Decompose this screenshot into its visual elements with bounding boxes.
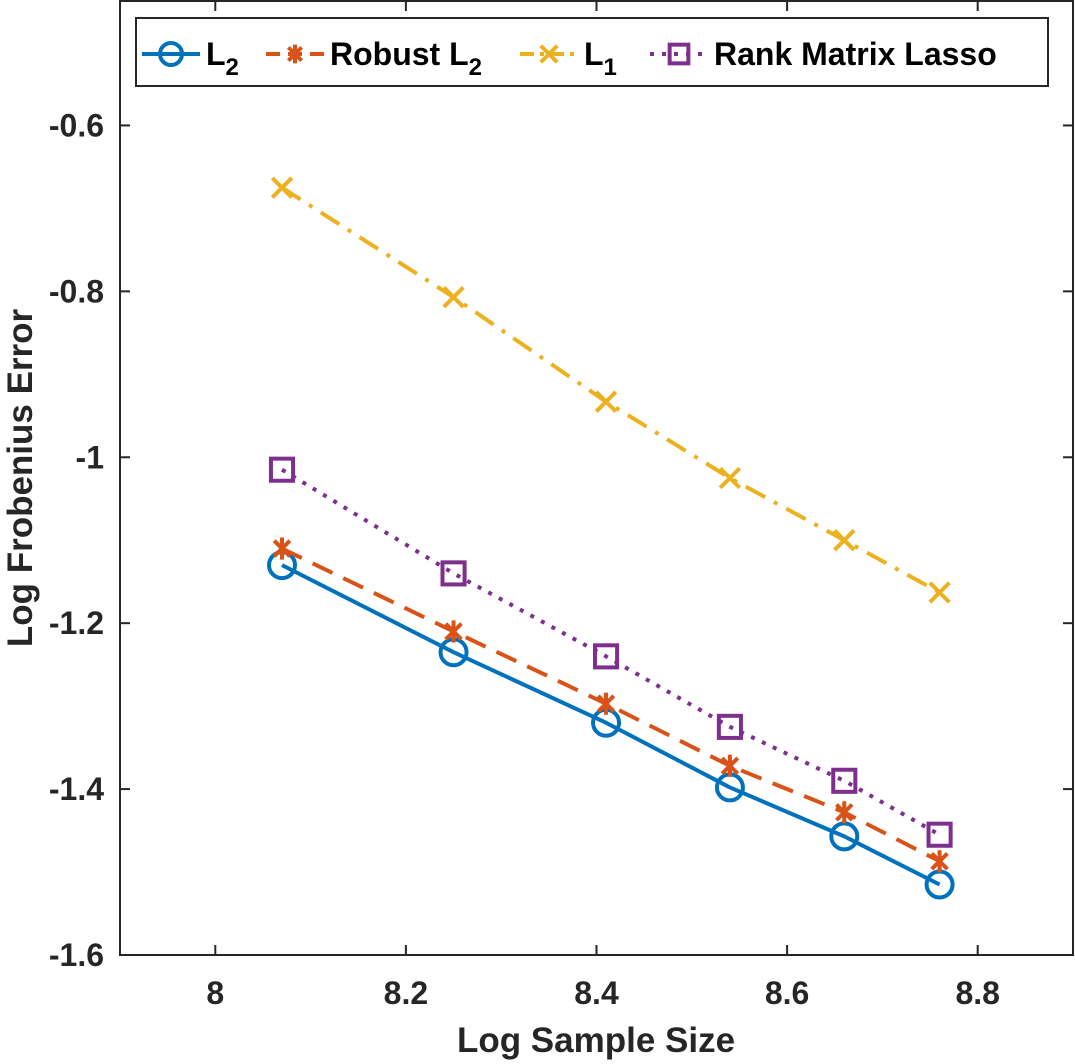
square-marker bbox=[440, 560, 467, 587]
x-marker bbox=[539, 44, 559, 64]
x-tick-label: 8.2 bbox=[384, 975, 428, 1011]
x-marker bbox=[833, 529, 856, 552]
legend-label: Robust L2 bbox=[330, 36, 482, 81]
square-marker bbox=[926, 821, 953, 848]
asterisk-marker bbox=[272, 537, 292, 560]
square-marker bbox=[716, 713, 743, 740]
x-marker bbox=[928, 581, 951, 604]
y-tick-label: -1.2 bbox=[49, 605, 104, 641]
x-axis-title: Log Sample Size bbox=[457, 1021, 735, 1060]
x-marker bbox=[442, 285, 465, 309]
x-tick-label: 8 bbox=[206, 975, 224, 1011]
y-tick-label: -1 bbox=[76, 439, 104, 475]
legend-item-rank-matrix-lasso: Rank Matrix Lasso bbox=[650, 36, 997, 72]
asterisk-marker bbox=[720, 754, 740, 777]
y-tick-label: -0.8 bbox=[49, 273, 104, 309]
asterisk-marker bbox=[835, 801, 854, 824]
legend-item-robust-l2: Robust L2 bbox=[266, 36, 482, 81]
asterisk-marker bbox=[444, 620, 463, 643]
legend-label: L1 bbox=[584, 36, 617, 81]
y-axis-title: Log Frobenius Error bbox=[1, 308, 40, 647]
circle-marker bbox=[158, 41, 184, 67]
asterisk-marker bbox=[286, 44, 304, 64]
legend: L2 Robust L2 L1 Rank Matrix Lasso bbox=[135, 17, 1049, 87]
y-tick-label: -1.4 bbox=[49, 771, 104, 807]
square-marker bbox=[667, 42, 691, 66]
square-marker bbox=[592, 643, 620, 670]
square-marker bbox=[831, 767, 858, 794]
x-marker bbox=[594, 390, 618, 413]
legend-item-l2: L2 bbox=[142, 36, 239, 81]
asterisk-marker bbox=[596, 692, 616, 715]
series-robust-l2 bbox=[272, 537, 949, 873]
x-tick-label: 8.6 bbox=[765, 975, 809, 1011]
x-marker bbox=[270, 176, 294, 199]
asterisk-marker bbox=[930, 850, 949, 873]
series-rank-matrix-lasso bbox=[268, 456, 953, 848]
legend-item-l1: L1 bbox=[520, 36, 617, 81]
x-marker bbox=[718, 466, 742, 490]
circle-marker bbox=[829, 821, 860, 852]
y-tick-label: -0.6 bbox=[49, 107, 104, 143]
legend-label: L2 bbox=[206, 36, 239, 81]
series-line-rank-matrix-lasso bbox=[280, 467, 941, 837]
plot-area bbox=[119, 0, 1074, 956]
legend-label: Rank Matrix Lasso bbox=[714, 36, 997, 72]
x-tick-label: 8.4 bbox=[574, 975, 619, 1011]
series-l1 bbox=[270, 176, 951, 604]
square-marker bbox=[268, 456, 296, 483]
x-tick-label: 8.8 bbox=[955, 975, 999, 1011]
y-tick-label: -1.6 bbox=[49, 937, 104, 973]
series-line-l2 bbox=[281, 563, 941, 887]
series-line-robust-l2 bbox=[281, 546, 941, 864]
series-line-l1 bbox=[280, 185, 941, 595]
